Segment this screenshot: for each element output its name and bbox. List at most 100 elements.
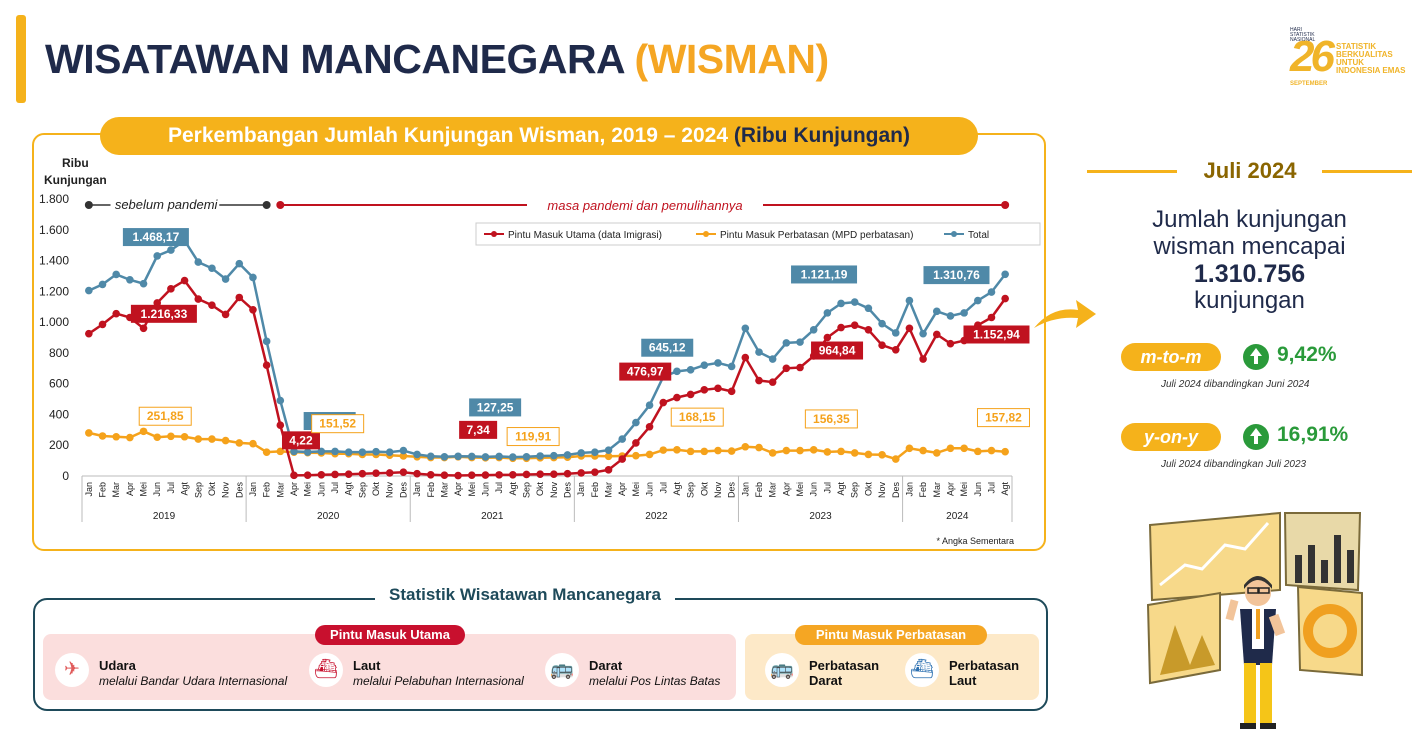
data-point-batas — [946, 444, 955, 453]
data-point-utama — [891, 346, 900, 354]
yoy-badge: y-on-y — [1121, 423, 1221, 451]
data-point-utama — [673, 393, 681, 402]
data-point-utama — [344, 470, 353, 478]
data-label-bg-total — [469, 398, 522, 417]
logo-tagline-4: INDONESIA EMAS — [1336, 66, 1406, 75]
x-tick-label: Mar — [275, 482, 285, 498]
legend-marker-utama — [491, 231, 497, 237]
logo-tagline-3: UNTUK — [1336, 58, 1364, 67]
data-point-utama — [467, 471, 476, 480]
side-line-right — [1322, 170, 1412, 173]
data-point-total — [700, 361, 709, 369]
legend-marker-batas — [703, 231, 709, 237]
chart-title-text: Perkembangan Jumlah Kunjungan Wisman, 20… — [168, 124, 729, 147]
y-tick-label: 1.400 — [39, 254, 69, 268]
data-label-bg-total — [791, 265, 858, 284]
chart-title: Perkembangan Jumlah Kunjungan Wisman, 20… — [100, 117, 978, 155]
x-year-label: 2019 — [153, 511, 176, 522]
side-text-2: wisman mencapai — [1153, 233, 1346, 260]
y-tick-label: 200 — [49, 438, 69, 452]
data-point-total — [385, 448, 394, 456]
data-point-utama — [768, 378, 777, 386]
data-point-total — [194, 258, 203, 266]
data-point-total — [673, 367, 681, 376]
legend-label-total: Total — [968, 230, 989, 241]
data-point-utama — [276, 421, 285, 430]
x-tick-label: Feb — [918, 482, 928, 498]
data-point-batas — [645, 450, 654, 459]
data-point-total — [823, 309, 832, 317]
legend-label-utama: Pintu Masuk Utama (data Imigrasi) — [508, 230, 662, 241]
data-point-total — [126, 275, 134, 284]
data-point-utama — [755, 376, 763, 385]
x-tick-label: Jan — [412, 482, 422, 497]
data-label-utama: 476,97 — [627, 365, 664, 379]
logo-small-text: HARI STATISTIK NASIONAL — [1290, 27, 1316, 43]
data-point-utama — [221, 310, 230, 319]
mtom-note: Juli 2024 dibandingkan Juni 2024 — [1161, 379, 1310, 390]
data-point-total — [618, 435, 627, 443]
x-tick-label: Jan — [740, 482, 750, 497]
x-tick-label: Jun — [809, 482, 819, 497]
side-text-1: Jumlah kunjungan — [1152, 206, 1347, 233]
data-point-batas — [837, 447, 845, 456]
x-tick-label: Mei — [303, 482, 313, 497]
data-point-utama — [946, 339, 955, 348]
data-point-utama — [686, 390, 695, 399]
data-point-total — [317, 447, 326, 456]
data-point-batas — [208, 435, 216, 443]
data-point-total — [85, 286, 93, 295]
data-point-total — [932, 307, 941, 316]
data-point-utama — [727, 387, 736, 396]
x-tick-label: Mar — [111, 482, 121, 498]
data-point-utama — [604, 466, 613, 474]
bus-icon: 🚌 — [765, 653, 799, 687]
data-point-utama — [632, 439, 640, 447]
period-post-end — [1001, 201, 1010, 209]
data-point-total — [413, 450, 421, 459]
data-point-batas — [632, 451, 640, 460]
data-point-utama — [98, 320, 107, 329]
data-point-utama — [331, 470, 339, 479]
data-point-total — [481, 453, 490, 461]
data-point-batas — [878, 450, 886, 459]
data-label-bg-utama — [619, 362, 672, 381]
data-point-batas — [659, 446, 668, 454]
x-tick-label: Des — [891, 482, 901, 499]
data-label-bg-utama — [130, 304, 197, 323]
entry-laut: ⛴ Laut melalui Pelabuhan Internasional — [309, 647, 549, 693]
data-point-total — [960, 309, 968, 317]
data-point-batas — [399, 452, 408, 460]
curved-arrow-icon — [1034, 300, 1096, 328]
x-tick-label: Mar — [604, 482, 614, 498]
x-tick-label: Jun — [152, 482, 162, 497]
x-tick-label: Sep — [686, 482, 696, 498]
data-point-batas — [974, 447, 982, 456]
data-point-utama — [864, 326, 873, 334]
chart-footnote: * Angka Sementara — [936, 536, 1014, 546]
data-point-utama — [618, 455, 627, 463]
data-point-utama — [317, 470, 326, 479]
data-point-batas — [126, 433, 134, 442]
x-tick-label: Nov — [385, 482, 395, 499]
data-label-bg-batas — [138, 406, 192, 426]
data-point-utama — [262, 361, 271, 369]
x-tick-label: Jan — [576, 482, 586, 497]
x-tick-label: Mei — [139, 482, 149, 497]
x-tick-label: Agt — [180, 482, 190, 496]
data-point-total — [235, 259, 244, 268]
data-point-total — [632, 418, 640, 427]
data-point-total — [755, 348, 763, 356]
data-point-utama — [413, 469, 421, 478]
data-point-utama — [796, 363, 804, 372]
x-tick-label: Mei — [467, 482, 477, 497]
x-tick-label: Jan — [84, 482, 94, 497]
x-tick-label: Okt — [699, 482, 709, 497]
data-label-bg-batas — [506, 427, 560, 447]
data-point-batas — [932, 449, 941, 457]
data-label-batas: 119,91 — [515, 430, 551, 444]
data-label-total: 1.121,19 — [801, 267, 848, 281]
mtom-value: 9,42% — [1277, 343, 1337, 366]
data-point-utama — [905, 324, 914, 333]
x-year-label: 2023 — [809, 511, 832, 522]
